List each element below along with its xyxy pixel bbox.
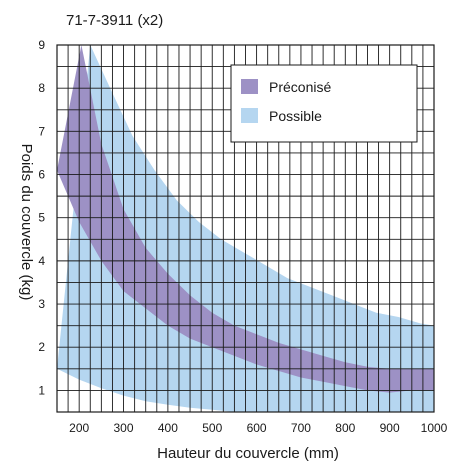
x-tick-label: 700 [291,421,311,435]
x-axis-ticks: 200 300 400 500 600 700 800 900 1000 [69,421,448,435]
chart-title: 71-7-3911 (x2) [66,12,163,29]
legend: Préconisé Possible [230,64,418,143]
y-tick-label: 9 [38,38,45,52]
y-tick-label: 7 [38,124,45,138]
band-possible [57,45,434,412]
legend-box [230,64,418,143]
x-tick-label: 200 [69,421,89,435]
x-tick-label: 500 [202,421,222,435]
x-axis-label: Hauteur du couvercle (mm) [157,445,339,462]
y-axis-ticks: 1 2 3 4 5 6 7 8 9 [38,38,45,397]
legend-label-preconise: Préconisé [269,79,331,95]
x-tick-label: 300 [114,421,134,435]
y-tick-label: 6 [38,168,45,182]
band-preconise [57,45,434,393]
x-tick-label: 900 [380,421,400,435]
y-tick-label: 5 [38,211,45,225]
y-axis-label: Poids du couvercle (kg) [18,144,35,301]
y-tick-label: 2 [38,340,45,354]
y-tick-label: 4 [38,254,45,268]
legend-swatch-possible [241,108,258,123]
x-tick-label: 400 [158,421,178,435]
x-tick-label: 800 [335,421,355,435]
plot-area [56,44,435,413]
y-tick-label: 3 [38,297,45,311]
legend-swatch-preconise [241,79,258,94]
bands-layer [57,45,434,412]
y-tick-label: 1 [38,383,45,397]
x-tick-label: 600 [247,421,267,435]
plot-frame [56,44,435,413]
y-tick-label: 8 [38,81,45,95]
x-tick-label: 1000 [421,421,448,435]
legend-label-possible: Possible [269,108,322,124]
